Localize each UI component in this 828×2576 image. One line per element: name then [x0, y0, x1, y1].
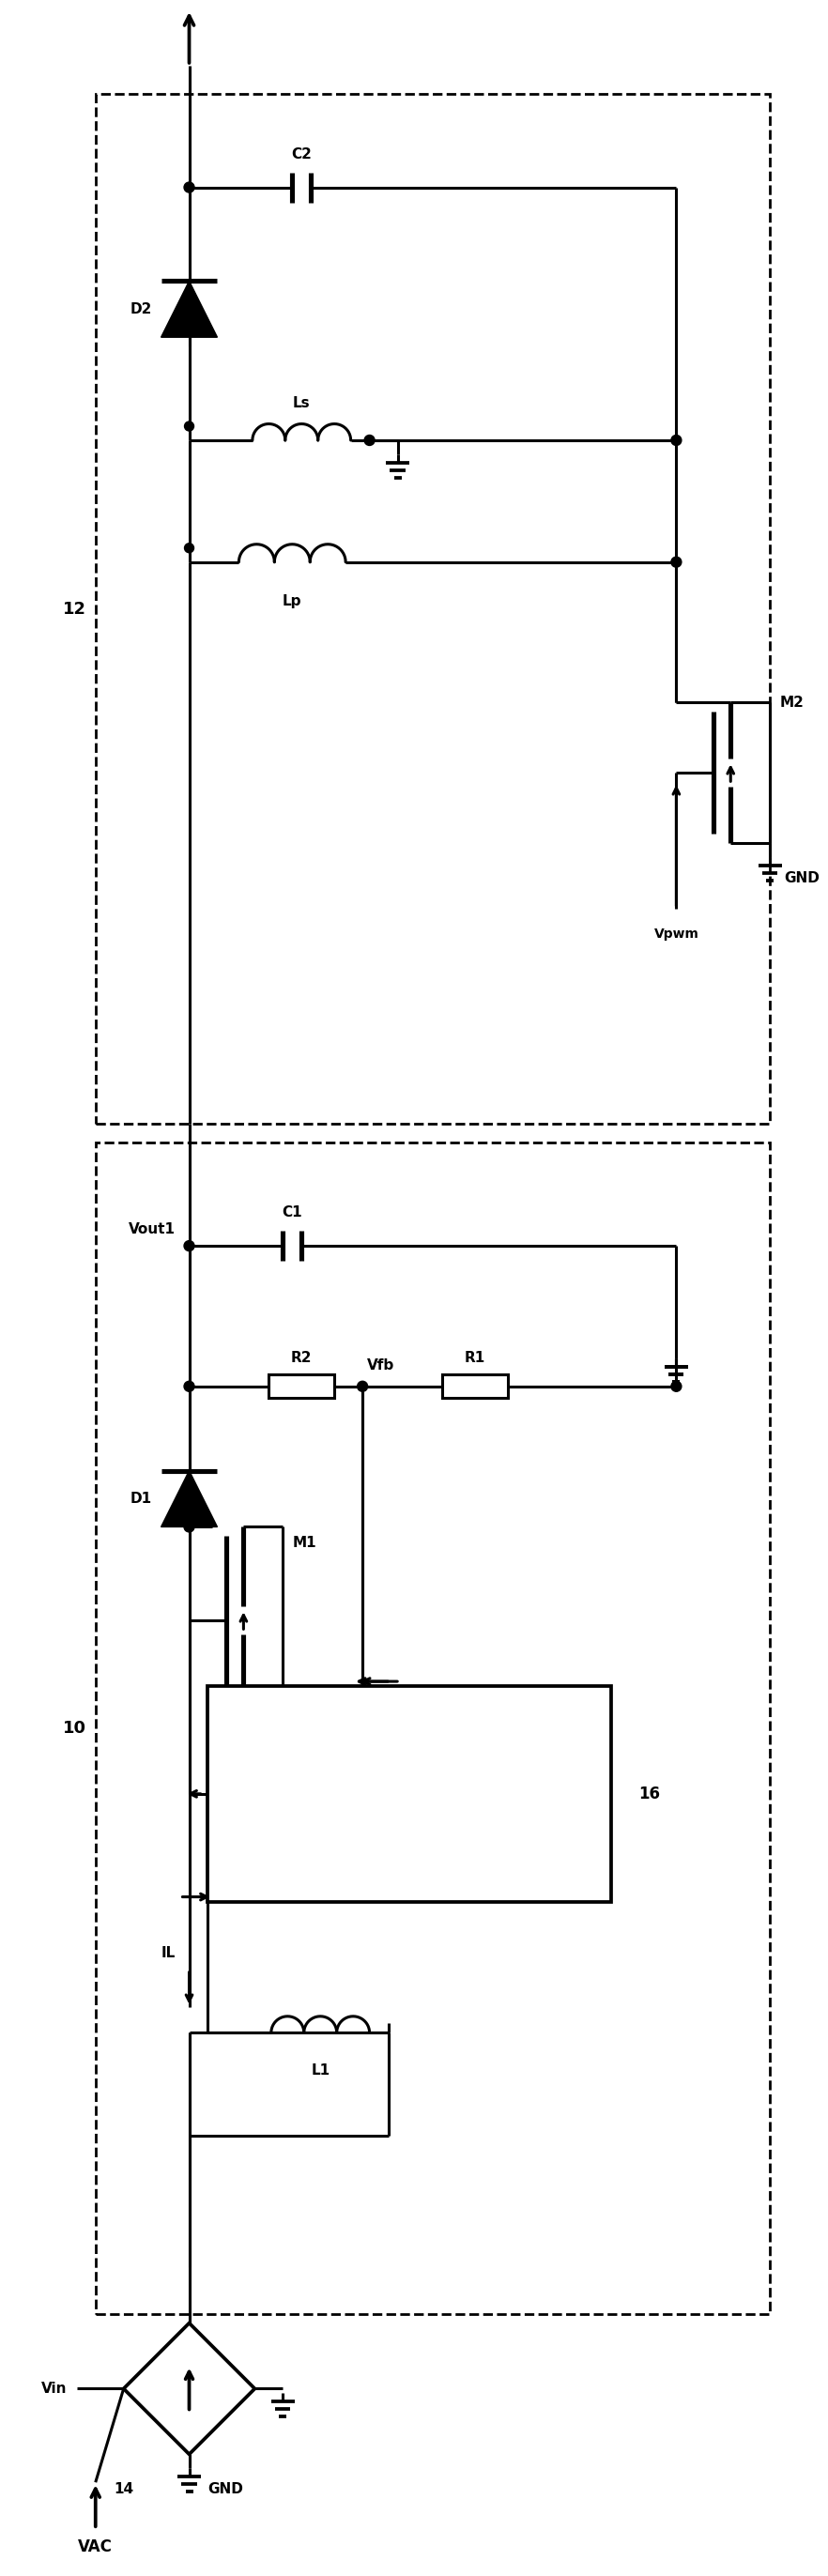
Text: M1: M1 — [292, 1535, 316, 1551]
Text: VAC: VAC — [78, 2537, 113, 2555]
Text: Vpwm: Vpwm — [654, 927, 699, 940]
Bar — [208, 1687, 611, 1901]
Circle shape — [364, 435, 374, 446]
Text: GND: GND — [208, 2483, 243, 2496]
Text: 10: 10 — [63, 1721, 86, 1736]
Text: Ls: Ls — [293, 397, 310, 410]
Text: C2: C2 — [291, 147, 312, 162]
Text: Lp: Lp — [282, 595, 302, 608]
Text: 12: 12 — [63, 600, 86, 618]
Text: Vfb: Vfb — [367, 1358, 395, 1373]
Text: D2: D2 — [130, 301, 152, 317]
Text: C1: C1 — [282, 1206, 302, 1218]
Text: D1: D1 — [130, 1492, 152, 1507]
Text: Vin: Vin — [41, 2383, 67, 2396]
Text: IL: IL — [161, 1945, 176, 1960]
Bar — [95, 1144, 770, 2313]
Circle shape — [672, 435, 681, 446]
Text: M2: M2 — [779, 696, 804, 708]
Circle shape — [184, 1381, 195, 1391]
Circle shape — [184, 1242, 195, 1252]
Polygon shape — [161, 281, 217, 337]
Text: 16: 16 — [639, 1785, 661, 1803]
Text: PFC控制器: PFC控制器 — [378, 1785, 440, 1803]
Circle shape — [185, 422, 194, 430]
Circle shape — [672, 556, 681, 567]
Bar — [269, 1376, 335, 1399]
Text: Vout1: Vout1 — [128, 1224, 176, 1236]
Bar — [442, 1376, 508, 1399]
Circle shape — [184, 183, 195, 193]
Text: L1: L1 — [310, 2063, 330, 2076]
Circle shape — [358, 1381, 368, 1391]
Circle shape — [184, 1522, 195, 1533]
Text: R2: R2 — [291, 1352, 312, 1365]
Polygon shape — [123, 2324, 255, 2455]
Text: GND: GND — [784, 871, 820, 886]
Text: R1: R1 — [465, 1352, 485, 1365]
Text: 14: 14 — [114, 2483, 134, 2496]
Circle shape — [185, 544, 194, 554]
Bar — [95, 93, 770, 1123]
Polygon shape — [161, 1471, 217, 1528]
Circle shape — [672, 1381, 681, 1391]
Text: GND: GND — [297, 1741, 333, 1757]
